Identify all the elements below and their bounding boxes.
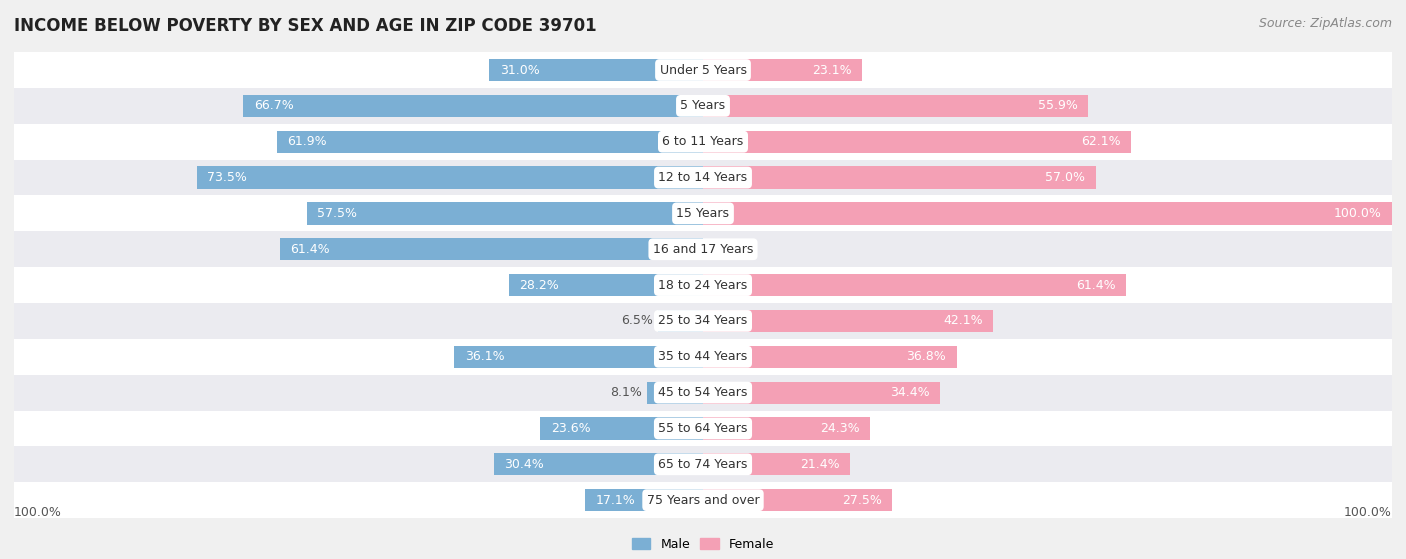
Text: 6.5%: 6.5% bbox=[621, 314, 652, 328]
Bar bbox=[585, 489, 703, 511]
Text: 65 to 74 Years: 65 to 74 Years bbox=[658, 458, 748, 471]
Bar bbox=[494, 453, 703, 475]
Text: 24.3%: 24.3% bbox=[821, 422, 860, 435]
Text: 42.1%: 42.1% bbox=[943, 314, 983, 328]
Bar bbox=[243, 95, 703, 117]
Text: 5 Years: 5 Years bbox=[681, 100, 725, 112]
Text: 75 Years and over: 75 Years and over bbox=[647, 494, 759, 506]
Text: 35 to 44 Years: 35 to 44 Years bbox=[658, 350, 748, 363]
Text: 15 Years: 15 Years bbox=[676, 207, 730, 220]
Bar bbox=[703, 131, 1130, 153]
Text: 45 to 54 Years: 45 to 54 Years bbox=[658, 386, 748, 399]
Text: 73.5%: 73.5% bbox=[207, 171, 247, 184]
Text: 62.1%: 62.1% bbox=[1081, 135, 1121, 148]
Bar bbox=[307, 202, 703, 225]
Bar bbox=[14, 410, 1392, 447]
Bar bbox=[540, 418, 703, 439]
Bar bbox=[703, 453, 851, 475]
Bar bbox=[703, 95, 1088, 117]
Text: 55 to 64 Years: 55 to 64 Years bbox=[658, 422, 748, 435]
Bar bbox=[658, 310, 703, 332]
Bar bbox=[703, 381, 941, 404]
Text: 30.4%: 30.4% bbox=[503, 458, 544, 471]
Bar bbox=[703, 167, 1095, 189]
Bar bbox=[14, 160, 1392, 196]
Bar bbox=[703, 418, 870, 439]
Bar bbox=[509, 274, 703, 296]
Bar bbox=[703, 310, 993, 332]
Text: 36.8%: 36.8% bbox=[907, 350, 946, 363]
Bar bbox=[14, 447, 1392, 482]
Text: 0.0%: 0.0% bbox=[709, 243, 741, 256]
Legend: Male, Female: Male, Female bbox=[627, 533, 779, 556]
Bar bbox=[14, 303, 1392, 339]
Text: Source: ZipAtlas.com: Source: ZipAtlas.com bbox=[1258, 17, 1392, 30]
Bar bbox=[703, 274, 1126, 296]
Text: 34.4%: 34.4% bbox=[890, 386, 929, 399]
Text: 16 and 17 Years: 16 and 17 Years bbox=[652, 243, 754, 256]
Bar bbox=[703, 59, 862, 81]
Text: 57.0%: 57.0% bbox=[1046, 171, 1085, 184]
Bar bbox=[14, 124, 1392, 160]
Text: 23.6%: 23.6% bbox=[551, 422, 591, 435]
Text: 18 to 24 Years: 18 to 24 Years bbox=[658, 278, 748, 292]
Bar bbox=[277, 131, 703, 153]
Text: 100.0%: 100.0% bbox=[1344, 506, 1392, 519]
Text: 61.9%: 61.9% bbox=[287, 135, 326, 148]
Bar bbox=[703, 489, 893, 511]
Bar bbox=[14, 88, 1392, 124]
Text: 27.5%: 27.5% bbox=[842, 494, 882, 506]
Bar bbox=[14, 267, 1392, 303]
Bar bbox=[14, 375, 1392, 410]
Text: 6 to 11 Years: 6 to 11 Years bbox=[662, 135, 744, 148]
Text: 61.4%: 61.4% bbox=[290, 243, 330, 256]
Bar bbox=[14, 482, 1392, 518]
Text: 36.1%: 36.1% bbox=[464, 350, 505, 363]
Text: 17.1%: 17.1% bbox=[596, 494, 636, 506]
Bar bbox=[454, 345, 703, 368]
Text: 8.1%: 8.1% bbox=[610, 386, 641, 399]
Text: 66.7%: 66.7% bbox=[254, 100, 294, 112]
Bar bbox=[489, 59, 703, 81]
Bar bbox=[703, 345, 956, 368]
Text: 23.1%: 23.1% bbox=[813, 64, 852, 77]
Text: 100.0%: 100.0% bbox=[1334, 207, 1382, 220]
Bar bbox=[14, 231, 1392, 267]
Text: 55.9%: 55.9% bbox=[1038, 100, 1078, 112]
Text: 28.2%: 28.2% bbox=[519, 278, 558, 292]
Text: INCOME BELOW POVERTY BY SEX AND AGE IN ZIP CODE 39701: INCOME BELOW POVERTY BY SEX AND AGE IN Z… bbox=[14, 17, 596, 35]
Bar bbox=[280, 238, 703, 260]
Text: 31.0%: 31.0% bbox=[499, 64, 540, 77]
Bar bbox=[14, 52, 1392, 88]
Text: 61.4%: 61.4% bbox=[1076, 278, 1116, 292]
Bar bbox=[14, 196, 1392, 231]
Bar bbox=[703, 202, 1392, 225]
Text: 12 to 14 Years: 12 to 14 Years bbox=[658, 171, 748, 184]
Text: 100.0%: 100.0% bbox=[14, 506, 62, 519]
Text: 57.5%: 57.5% bbox=[318, 207, 357, 220]
Text: Under 5 Years: Under 5 Years bbox=[659, 64, 747, 77]
Bar bbox=[197, 167, 703, 189]
Bar bbox=[14, 339, 1392, 375]
Bar bbox=[647, 381, 703, 404]
Text: 25 to 34 Years: 25 to 34 Years bbox=[658, 314, 748, 328]
Text: 21.4%: 21.4% bbox=[800, 458, 841, 471]
